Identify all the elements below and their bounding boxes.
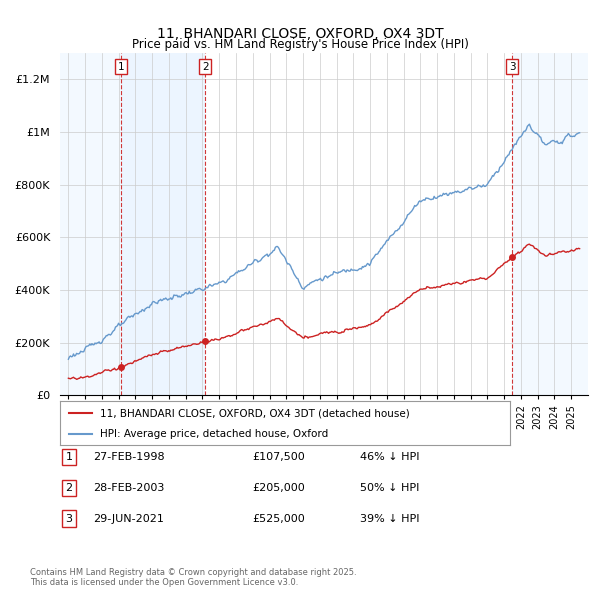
- Text: 3: 3: [509, 62, 516, 71]
- Text: HPI: Average price, detached house, Oxford: HPI: Average price, detached house, Oxfo…: [101, 428, 329, 438]
- Text: £205,000: £205,000: [252, 483, 305, 493]
- Text: 1: 1: [65, 453, 73, 462]
- Text: 28-FEB-2003: 28-FEB-2003: [93, 483, 164, 493]
- Text: £107,500: £107,500: [252, 453, 305, 462]
- Text: Price paid vs. HM Land Registry's House Price Index (HPI): Price paid vs. HM Land Registry's House …: [131, 38, 469, 51]
- Text: 2: 2: [65, 483, 73, 493]
- Bar: [121, 53, 205, 395]
- Bar: [205, 53, 512, 395]
- Text: 3: 3: [65, 514, 73, 523]
- Bar: [60, 53, 121, 395]
- Bar: [512, 53, 588, 395]
- Text: 2: 2: [202, 62, 208, 71]
- Text: 46% ↓ HPI: 46% ↓ HPI: [360, 453, 419, 462]
- Text: Contains HM Land Registry data © Crown copyright and database right 2025.
This d: Contains HM Land Registry data © Crown c…: [30, 568, 356, 587]
- Text: 39% ↓ HPI: 39% ↓ HPI: [360, 514, 419, 523]
- Text: 11, BHANDARI CLOSE, OXFORD, OX4 3DT: 11, BHANDARI CLOSE, OXFORD, OX4 3DT: [157, 27, 443, 41]
- Text: 1: 1: [118, 62, 125, 71]
- Text: £525,000: £525,000: [252, 514, 305, 523]
- Text: 11, BHANDARI CLOSE, OXFORD, OX4 3DT (detached house): 11, BHANDARI CLOSE, OXFORD, OX4 3DT (det…: [101, 408, 410, 418]
- Text: 27-FEB-1998: 27-FEB-1998: [93, 453, 164, 462]
- Text: 50% ↓ HPI: 50% ↓ HPI: [360, 483, 419, 493]
- Text: 29-JUN-2021: 29-JUN-2021: [93, 514, 164, 523]
